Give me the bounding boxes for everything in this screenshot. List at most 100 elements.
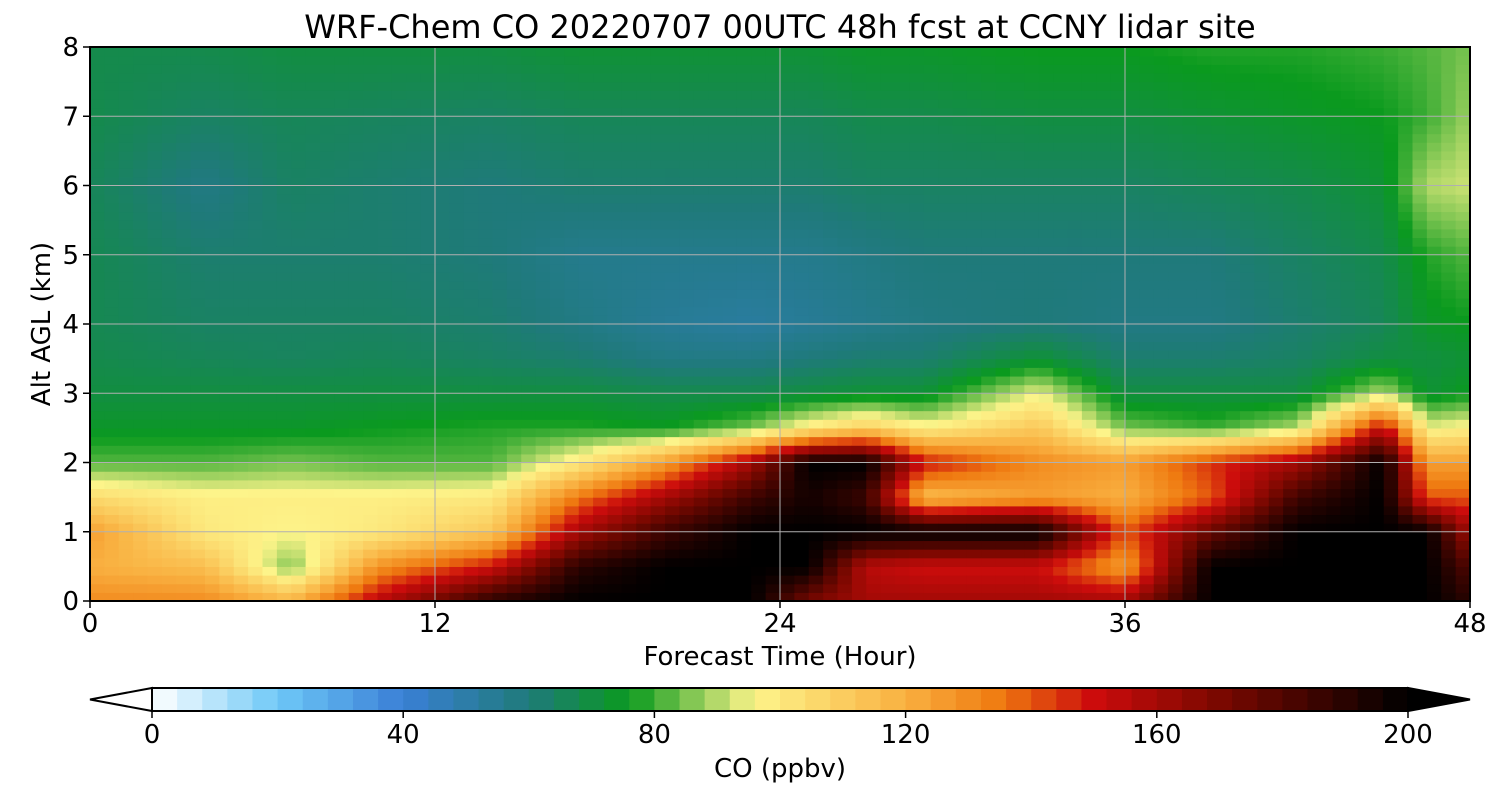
heatmap-cell [521,375,537,386]
heatmap-cell [118,375,134,386]
heatmap-cell [161,298,177,308]
heatmap-cell [147,332,163,342]
heatmap-cell [665,263,680,273]
heatmap-cell [665,55,680,65]
heatmap-cell [693,341,709,351]
heatmap-cell [808,384,824,394]
heatmap-cell [118,298,134,308]
heatmap-cell [176,211,192,221]
heatmap-cell [578,549,594,559]
heatmap-cell [1168,150,1184,161]
heatmap-cell [205,497,220,507]
heatmap-cell [320,280,335,290]
heatmap-cell [823,324,839,334]
heatmap-cell [506,436,522,446]
heatmap-cell [708,315,724,325]
heatmap-cell [104,90,120,100]
heatmap-cell [837,72,853,83]
heatmap-cell [1010,488,1025,498]
heatmap-cell [650,133,666,143]
heatmap-cell [348,410,364,420]
heatmap-cell [794,427,810,438]
heatmap-cell [391,159,407,169]
heatmap-cell [506,445,522,455]
heatmap-cell [1125,575,1140,585]
heatmap-cell [219,453,235,464]
heatmap-cell [377,393,393,403]
heatmap-cell [147,185,163,195]
heatmap-cell [966,401,982,412]
heatmap-cell [722,531,738,542]
heatmap-cell [190,514,206,524]
heatmap-cell [449,479,465,490]
heatmap-cell [895,505,910,516]
heatmap-cell [966,566,982,576]
heatmap-cell [736,116,752,126]
heatmap-cell [291,272,307,282]
heatmap-cell [621,289,637,299]
heatmap-cell [636,531,652,542]
heatmap-cell [478,375,494,386]
heatmap-cell [607,471,623,481]
heatmap-cell [205,142,220,152]
heatmap-cell [478,116,494,126]
heatmap-cell [1038,505,1054,516]
heatmap-cell [363,332,379,342]
heatmap-cell [981,367,997,377]
heatmap-cell [161,540,177,550]
heatmap-cell [190,124,206,135]
heatmap-cell [406,202,422,213]
heatmap-cell [190,298,206,308]
heatmap-cell [1038,315,1054,325]
heatmap-cell [808,575,824,585]
heatmap-cell [765,55,781,65]
heatmap-cell [1125,289,1140,299]
heatmap-cell [1110,583,1126,593]
heatmap-cell [966,272,982,282]
heatmap-cell [420,505,436,516]
heatmap-cell [363,263,379,273]
heatmap-cell [995,324,1011,334]
heatmap-cell [837,375,853,386]
heatmap-cell [665,575,680,585]
heatmap-cell [1196,254,1212,265]
heatmap-cell [923,211,939,221]
heatmap-cell [866,349,882,360]
heatmap-cell [219,358,235,368]
heatmap-cell [550,462,565,472]
heatmap-cell [406,254,422,265]
heatmap-cell [1125,549,1140,559]
heatmap-cell [1153,349,1169,360]
heatmap-cell [1096,349,1112,360]
heatmap-cell [1153,289,1169,299]
heatmap-cell [190,505,206,516]
heatmap-cell [118,497,134,507]
heatmap-cell [176,202,192,213]
heatmap-cell [262,514,278,524]
heatmap-cell [391,401,407,412]
heatmap-cell [823,523,839,533]
heatmap-cell [406,185,422,195]
heatmap-cell [535,523,551,533]
heatmap-cell [794,324,810,334]
heatmap-cell [1182,98,1198,109]
heatmap-cell [665,462,680,472]
heatmap-cell [665,375,680,386]
heatmap-cell [966,419,982,429]
heatmap-cell [535,159,551,169]
heatmap-cell [1110,237,1126,247]
heatmap-cell [765,427,781,438]
heatmap-cell [90,159,105,169]
heatmap-cell [736,306,752,316]
heatmap-cell [665,107,680,117]
heatmap-cell [923,592,939,601]
heatmap-cell [1168,488,1184,498]
heatmap-cell [449,419,465,429]
heatmap-cell [837,453,853,464]
heatmap-cell [305,531,321,542]
heatmap-cell [348,220,364,230]
heatmap-cell [621,280,637,290]
heatmap-cell [348,566,364,576]
heatmap-cell [506,116,522,126]
heatmap-cell [391,142,407,152]
